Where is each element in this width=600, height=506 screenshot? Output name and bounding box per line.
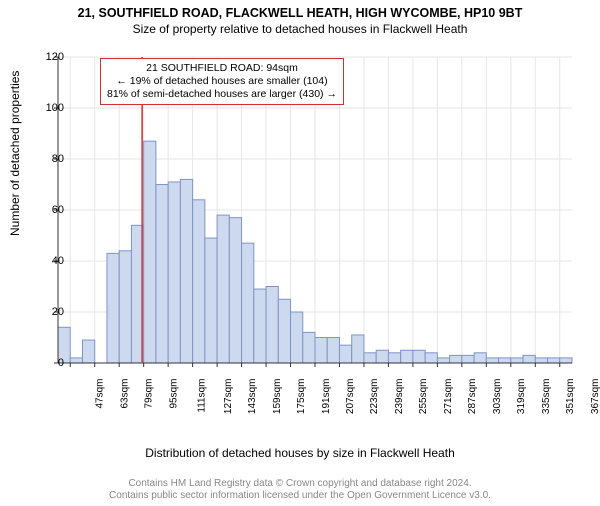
y-tick-label: 80	[34, 153, 64, 165]
x-tick-label: 351sqm	[565, 379, 576, 415]
x-tick-label: 287sqm	[467, 379, 478, 415]
x-tick-label: 335sqm	[541, 379, 552, 415]
footer-line-1: Contains HM Land Registry data © Crown c…	[0, 478, 600, 490]
y-axis-label: Number of detached properties	[8, 71, 22, 236]
x-tick-label: 271sqm	[443, 379, 454, 415]
annotation-line-2: ← 19% of detached houses are smaller (10…	[107, 75, 337, 88]
y-tick-label: 40	[34, 255, 64, 267]
x-tick-label: 207sqm	[345, 379, 356, 415]
x-axis-caption: Distribution of detached houses by size …	[0, 446, 600, 460]
x-tick-label: 63sqm	[119, 379, 130, 409]
x-tick-label: 127sqm	[223, 379, 234, 415]
x-tick-label: 111sqm	[197, 379, 208, 413]
x-tick-label: 159sqm	[272, 379, 283, 415]
x-tick-label: 255sqm	[419, 379, 430, 415]
x-tick-label: 223sqm	[370, 379, 381, 415]
y-tick-label: 0	[34, 357, 64, 369]
x-tick-label: 319sqm	[516, 379, 527, 415]
x-tick-label: 143sqm	[247, 379, 258, 415]
y-tick-label: 120	[34, 51, 64, 63]
annotation-box: 21 SOUTHFIELD ROAD: 94sqm ← 19% of detac…	[100, 58, 344, 105]
footer: Contains HM Land Registry data © Crown c…	[0, 478, 600, 502]
x-tick-label: 79sqm	[144, 379, 155, 409]
x-tick-label: 175sqm	[296, 379, 307, 415]
x-tick-label: 367sqm	[590, 379, 600, 415]
y-tick-label: 60	[34, 204, 64, 216]
y-tick-label: 20	[34, 306, 64, 318]
y-tick-label: 100	[34, 102, 64, 114]
x-tick-label: 95sqm	[168, 379, 179, 409]
annotation-line-1: 21 SOUTHFIELD ROAD: 94sqm	[107, 62, 337, 75]
histogram-chart	[50, 51, 580, 421]
annotation-line-3: 81% of semi-detached houses are larger (…	[107, 88, 337, 101]
x-tick-label: 47sqm	[95, 379, 106, 409]
footer-line-2: Contains public sector information licen…	[0, 490, 600, 502]
page-subtitle: Size of property relative to detached ho…	[0, 22, 600, 36]
x-tick-label: 191sqm	[321, 379, 332, 415]
x-tick-label: 239sqm	[394, 379, 405, 415]
chart-container	[50, 51, 580, 421]
x-tick-label: 303sqm	[492, 379, 503, 415]
page-title: 21, SOUTHFIELD ROAD, FLACKWELL HEATH, HI…	[0, 6, 600, 20]
